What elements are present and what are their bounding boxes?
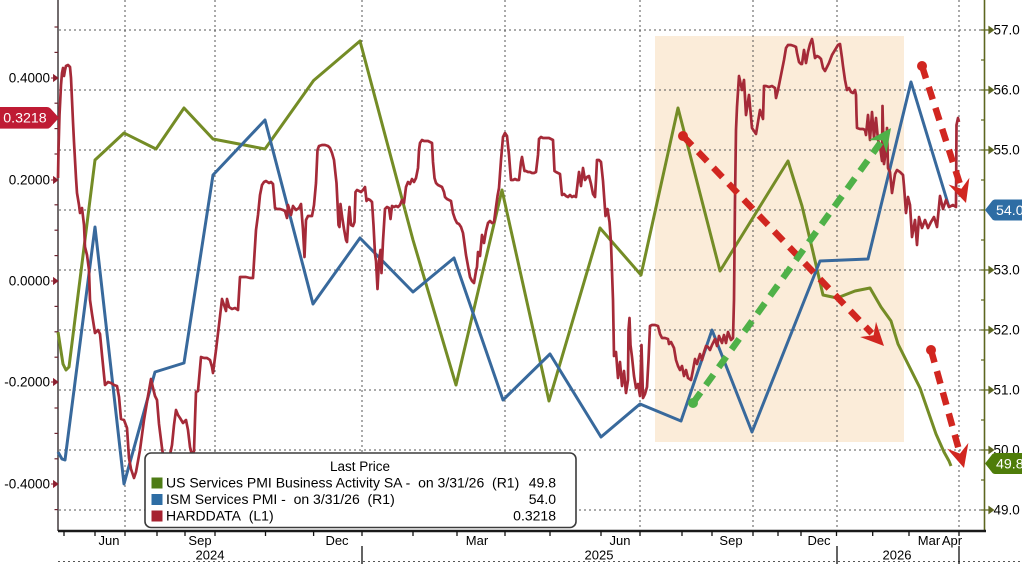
svg-text:0.0000: 0.0000	[9, 274, 50, 289]
svg-text:2026: 2026	[883, 548, 912, 563]
svg-text:54.0: 54.0	[996, 203, 1022, 219]
svg-text:HARDDATA (L1): HARDDATA (L1)	[166, 508, 274, 524]
svg-text:52.0: 52.0	[994, 323, 1020, 338]
svg-text:Dec: Dec	[807, 533, 831, 548]
svg-text:Sep: Sep	[188, 533, 211, 548]
svg-text:US Services PMI Business Activ: US Services PMI Business Activity SA - o…	[166, 475, 519, 491]
svg-text:56.0: 56.0	[994, 83, 1020, 98]
svg-text:Sep: Sep	[719, 533, 742, 548]
svg-text:Dec: Dec	[325, 533, 349, 548]
svg-text:-0.2000: -0.2000	[4, 375, 50, 390]
svg-text:Mar: Mar	[918, 533, 941, 548]
svg-text:53.0: 53.0	[994, 263, 1020, 278]
svg-text:51.0: 51.0	[994, 383, 1020, 398]
svg-text:54.0: 54.0	[529, 491, 556, 507]
svg-text:-0.4000: -0.4000	[4, 477, 50, 492]
svg-text:55.0: 55.0	[994, 143, 1020, 158]
svg-text:49.8: 49.8	[996, 456, 1022, 472]
svg-text:Jun: Jun	[99, 533, 120, 548]
svg-text:0.3218: 0.3218	[513, 508, 556, 524]
svg-text:49.0: 49.0	[994, 503, 1020, 518]
svg-text:Last Price: Last Price	[330, 459, 390, 474]
svg-text:57.0: 57.0	[994, 23, 1020, 38]
svg-text:0.3218: 0.3218	[3, 111, 47, 127]
svg-text:Jun: Jun	[610, 533, 631, 548]
svg-text:49.8: 49.8	[529, 475, 556, 491]
svg-text:0.4000: 0.4000	[9, 71, 50, 86]
svg-text:2024: 2024	[196, 548, 225, 563]
svg-text:Mar: Mar	[466, 533, 489, 548]
svg-text:ISM Services PMI - on 3/31/26: ISM Services PMI - on 3/31/26 (R1)	[166, 491, 395, 507]
svg-text:0.2000: 0.2000	[9, 173, 50, 188]
svg-text:Apr: Apr	[942, 533, 963, 548]
svg-text:2025: 2025	[585, 548, 614, 563]
